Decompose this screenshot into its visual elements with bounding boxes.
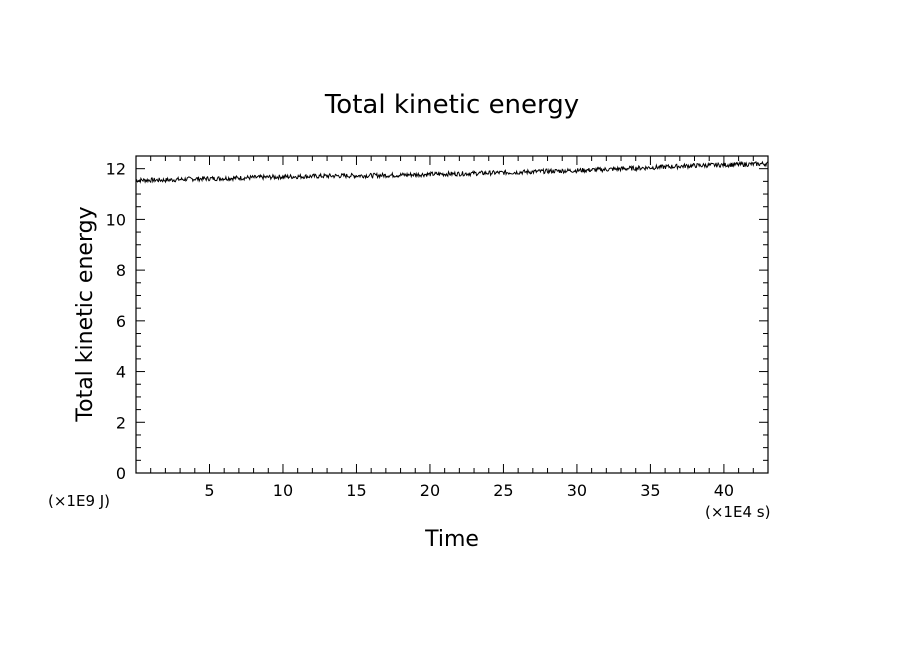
plot-area bbox=[135, 155, 769, 474]
y-tick-label: 8 bbox=[116, 261, 126, 280]
x-tick-label: 35 bbox=[640, 481, 660, 500]
series-line bbox=[135, 160, 769, 184]
x-tick-label: 20 bbox=[420, 481, 440, 500]
y-tick-label: 0 bbox=[116, 464, 126, 483]
axis-ticks bbox=[136, 156, 768, 473]
y-tick-label: 2 bbox=[116, 413, 126, 432]
x-tick-label: 10 bbox=[273, 481, 293, 500]
y-tick-label: 12 bbox=[106, 160, 126, 179]
x-unit-label: (×1E4 s) bbox=[705, 503, 770, 521]
y-tick-label: 4 bbox=[116, 363, 126, 382]
x-tick-label: 30 bbox=[567, 481, 587, 500]
x-tick-label: 15 bbox=[346, 481, 366, 500]
chart-title: Total kinetic energy bbox=[324, 90, 579, 120]
x-tick-label: 25 bbox=[493, 481, 513, 500]
x-tick-label: 5 bbox=[204, 481, 214, 500]
y-tick-label: 6 bbox=[116, 312, 126, 331]
x-tick-label: 40 bbox=[714, 481, 734, 500]
y-unit-label: (×1E9 J) bbox=[48, 492, 110, 510]
x-axis-label: Time bbox=[424, 527, 479, 552]
tick-labels: 5 10 15 20 25 30 35 40 0 2 4 6 8 10 12 bbox=[106, 160, 734, 500]
y-tick-label: 10 bbox=[106, 210, 126, 229]
y-axis-label: Total kinetic energy bbox=[73, 206, 98, 422]
